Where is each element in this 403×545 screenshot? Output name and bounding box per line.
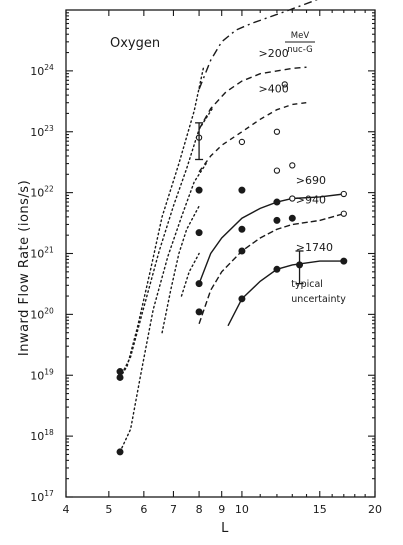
series-4-point [340, 210, 347, 217]
series-0-point [281, 81, 288, 88]
x-axis-title: L [221, 521, 229, 536]
series-label: >200 [259, 47, 289, 60]
error-bars-layer [195, 122, 304, 285]
series-3-point [273, 198, 281, 206]
series-2-point [273, 167, 281, 174]
y-tick-label: 1023 [30, 124, 54, 139]
x-tick-label: 4 [63, 503, 70, 516]
series-0-main-curve [198, 0, 318, 90]
y-tick-label: 1020 [30, 306, 54, 321]
series-label: >690 [296, 174, 326, 187]
series-3-main-curve [198, 193, 344, 284]
ticks-layer [65, 10, 376, 498]
series-4-dotted-curve [180, 252, 200, 297]
series-5-main-curve [227, 260, 344, 327]
chart-title: Oxygen [110, 36, 160, 51]
series-0-point [116, 368, 124, 376]
series-2-point [238, 186, 246, 194]
unit-label-bottom: nuc-G [287, 45, 312, 55]
series-1-main-curve [198, 66, 307, 130]
curves-layer [119, 0, 344, 453]
series-2-point [195, 229, 203, 237]
unit-label-top: MeV [291, 31, 310, 41]
series-4-point [288, 214, 296, 222]
series-4-point [238, 247, 246, 255]
series-1-point [116, 373, 124, 381]
series-1-point [238, 138, 246, 146]
y-tick-label: 1019 [30, 367, 54, 382]
series-2-point [289, 162, 296, 169]
series-3-dotted-curve [161, 205, 200, 334]
series-label: >940 [296, 194, 326, 207]
x-tick-label: 15 [313, 503, 327, 516]
x-tick-label: 8 [196, 503, 203, 516]
series-1-point [195, 186, 203, 194]
x-tick-label: 10 [235, 503, 249, 516]
series-label: >400 [259, 83, 289, 96]
points-layer [116, 81, 348, 456]
series-2-dotted-curve [119, 162, 207, 453]
annotation-text: uncertainty [291, 294, 346, 305]
series-5-point [238, 295, 246, 303]
series-4-point [273, 216, 281, 224]
y-tick-label: 1021 [30, 246, 54, 261]
series-3-point [340, 190, 347, 198]
y-tick-label: 1024 [30, 63, 54, 78]
annotation-text: typical [291, 279, 323, 290]
y-tick-label: 1022 [30, 185, 54, 200]
x-tick-label: 9 [218, 503, 225, 516]
series-2-main-curve [198, 102, 307, 173]
series-4-main-curve [198, 213, 344, 325]
series-3-point [195, 280, 203, 288]
y-axis-title: Inward Flow Rate (ions/s) [17, 180, 32, 356]
series-2-point [116, 448, 124, 456]
y-tick-label: 1018 [30, 428, 54, 443]
x-tick-label: 20 [368, 503, 382, 516]
series-5-point [340, 257, 348, 265]
series-5-point [273, 265, 281, 273]
series-4-point [195, 308, 203, 316]
series-label: >1740 [296, 241, 333, 254]
labels-layer: 4 5 6 7 8 9 10 15 20 1017 1018 1019 1020 1021 1022 1023… [30, 31, 382, 516]
x-tick-label: 6 [140, 503, 147, 516]
x-tick-label: 7 [170, 503, 177, 516]
x-tick-label: 5 [105, 503, 112, 516]
series-3-point [289, 195, 296, 202]
y-tick-label: 1017 [30, 489, 54, 504]
series-1-point [273, 128, 281, 135]
series-3-point [238, 225, 246, 233]
